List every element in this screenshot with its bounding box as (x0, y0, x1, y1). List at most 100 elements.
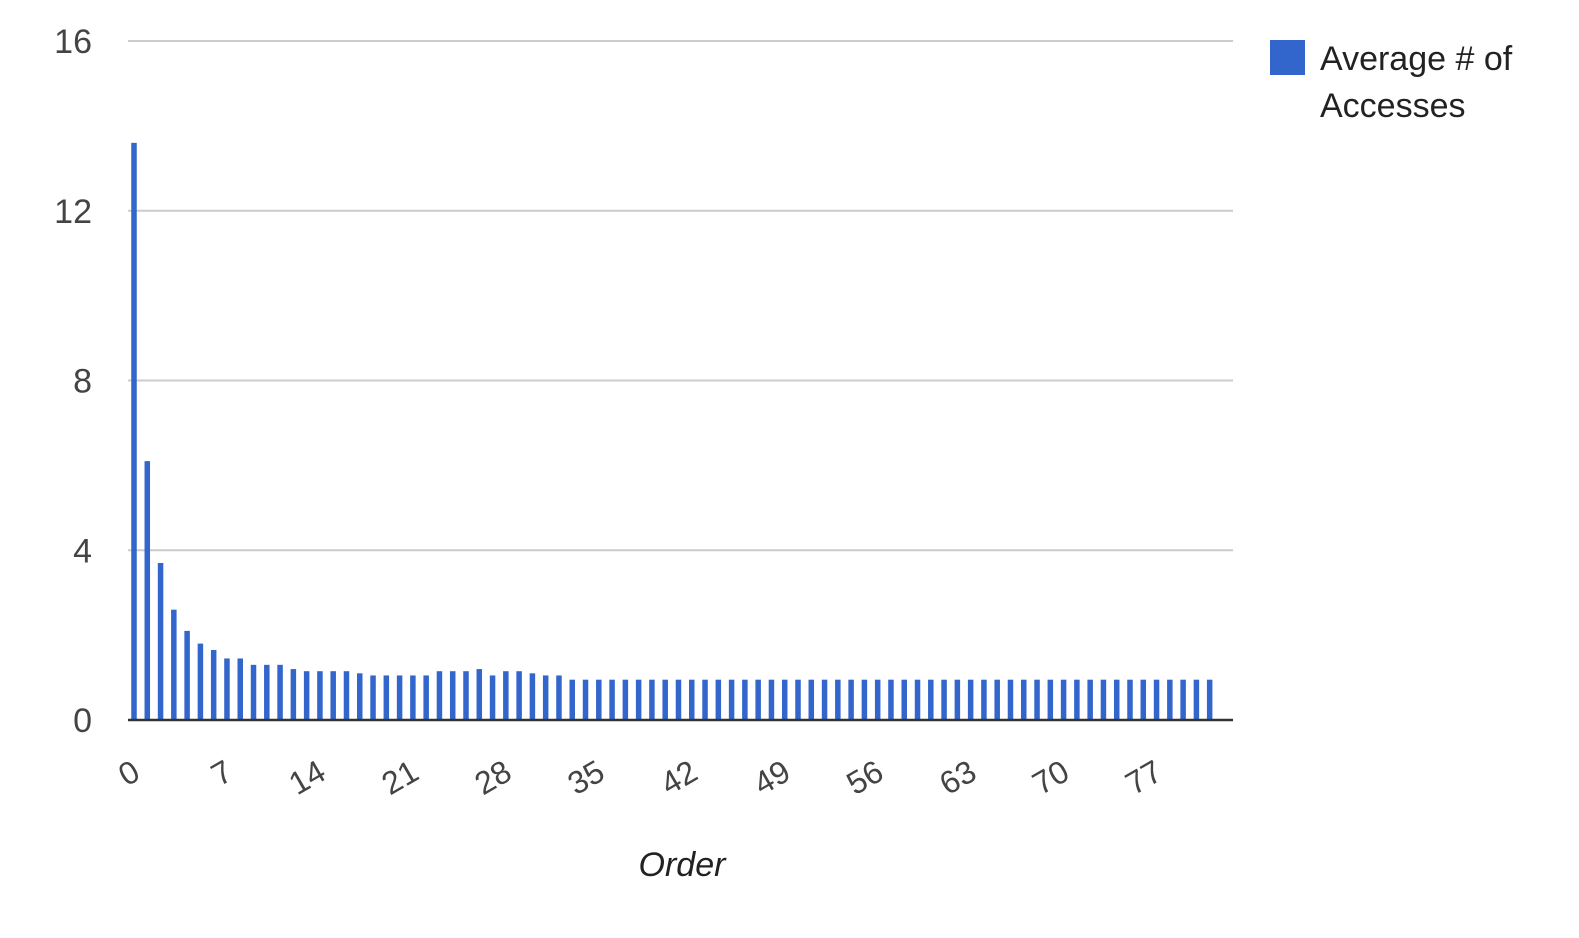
bar[interactable] (928, 679, 934, 720)
bar[interactable] (184, 630, 190, 720)
bar[interactable] (768, 679, 775, 720)
bar[interactable] (224, 658, 230, 720)
bar[interactable] (635, 679, 642, 720)
bar[interactable] (1007, 679, 1014, 720)
bar[interactable] (848, 679, 854, 720)
bar[interactable] (1206, 679, 1213, 720)
bar[interactable] (994, 679, 1000, 720)
bar[interactable] (1060, 679, 1067, 720)
bar[interactable] (423, 675, 429, 720)
bar[interactable] (888, 679, 894, 720)
y-tick-label: 8 (73, 363, 92, 401)
bars (131, 142, 1213, 721)
bar[interactable] (582, 679, 589, 720)
bar[interactable] (1153, 679, 1160, 720)
bar[interactable] (343, 671, 350, 720)
bar[interactable] (250, 664, 257, 720)
bar[interactable] (981, 679, 987, 720)
bar[interactable] (370, 675, 376, 720)
bar[interactable] (131, 142, 137, 721)
bar[interactable] (503, 671, 509, 720)
bar[interactable] (463, 671, 469, 720)
bar[interactable] (1034, 679, 1040, 720)
bar[interactable] (622, 679, 629, 720)
bar[interactable] (1140, 679, 1147, 720)
legend-label-line1: Average # of (1320, 40, 1513, 78)
x-tick-label: 28 (469, 753, 518, 802)
bar[interactable] (795, 679, 801, 720)
bar[interactable] (901, 679, 907, 720)
bar[interactable] (449, 671, 456, 720)
bar[interactable] (489, 675, 496, 720)
bar[interactable] (1074, 679, 1080, 720)
bar[interactable] (941, 679, 947, 720)
bar[interactable] (781, 679, 788, 720)
bar[interactable] (1127, 679, 1133, 720)
bar[interactable] (210, 649, 217, 720)
x-tick-label: 42 (654, 753, 703, 802)
bar[interactable] (662, 679, 668, 720)
bar[interactable] (290, 669, 297, 720)
bar[interactable] (383, 675, 390, 720)
bar[interactable] (675, 679, 682, 720)
bar[interactable] (649, 679, 655, 720)
bar[interactable] (144, 461, 151, 720)
bar[interactable] (264, 664, 270, 720)
bar[interactable] (1047, 679, 1054, 720)
bar[interactable] (1180, 679, 1186, 720)
bar[interactable] (954, 679, 961, 720)
bar[interactable] (1087, 679, 1093, 720)
bar[interactable] (529, 673, 536, 720)
bar[interactable] (476, 669, 483, 720)
bar[interactable] (410, 675, 416, 720)
bar[interactable] (1193, 679, 1200, 720)
bar[interactable] (742, 679, 748, 720)
x-tick-label: 0 (112, 753, 145, 793)
bar[interactable] (197, 643, 204, 720)
bar[interactable] (303, 671, 310, 720)
bar[interactable] (396, 675, 403, 720)
bar[interactable] (967, 679, 974, 720)
bar[interactable] (237, 658, 243, 720)
legend[interactable]: Average # of Accesses (1270, 40, 1513, 125)
bar[interactable] (755, 679, 761, 720)
bar[interactable] (702, 679, 708, 720)
bar[interactable] (874, 679, 881, 720)
bar[interactable] (330, 671, 336, 720)
bar[interactable] (728, 679, 735, 720)
bar[interactable] (157, 562, 164, 720)
bar[interactable] (357, 673, 363, 720)
bar[interactable] (556, 675, 562, 720)
x-axis-ticks: 0 7 14 21 28 35 42 49 56 63 70 77 (112, 753, 1168, 802)
bar[interactable] (516, 671, 522, 720)
x-tick-label: 49 (747, 753, 796, 802)
legend-swatch (1270, 40, 1305, 75)
bar[interactable] (1100, 679, 1107, 720)
x-tick-label: 70 (1026, 753, 1075, 802)
bar[interactable] (1167, 679, 1173, 720)
y-tick-label: 4 (73, 532, 92, 570)
y-tick-label: 12 (54, 193, 92, 231)
bar[interactable] (821, 679, 828, 720)
y-tick-label: 16 (54, 23, 92, 61)
bar[interactable] (808, 679, 815, 720)
bar[interactable] (436, 671, 443, 720)
bar[interactable] (596, 679, 602, 720)
bar[interactable] (1021, 679, 1027, 720)
bar[interactable] (609, 679, 615, 720)
bar[interactable] (277, 664, 283, 720)
bar[interactable] (1113, 679, 1120, 720)
bar[interactable] (835, 679, 841, 720)
bar[interactable] (715, 679, 722, 720)
bar[interactable] (689, 679, 695, 720)
bar[interactable] (914, 679, 921, 720)
x-tick-label: 7 (205, 753, 238, 793)
bar[interactable] (542, 675, 549, 720)
bar[interactable] (171, 609, 177, 720)
bar[interactable] (317, 671, 323, 720)
x-tick-label: 35 (561, 753, 610, 802)
bar[interactable] (861, 679, 868, 720)
bar[interactable] (569, 679, 575, 720)
